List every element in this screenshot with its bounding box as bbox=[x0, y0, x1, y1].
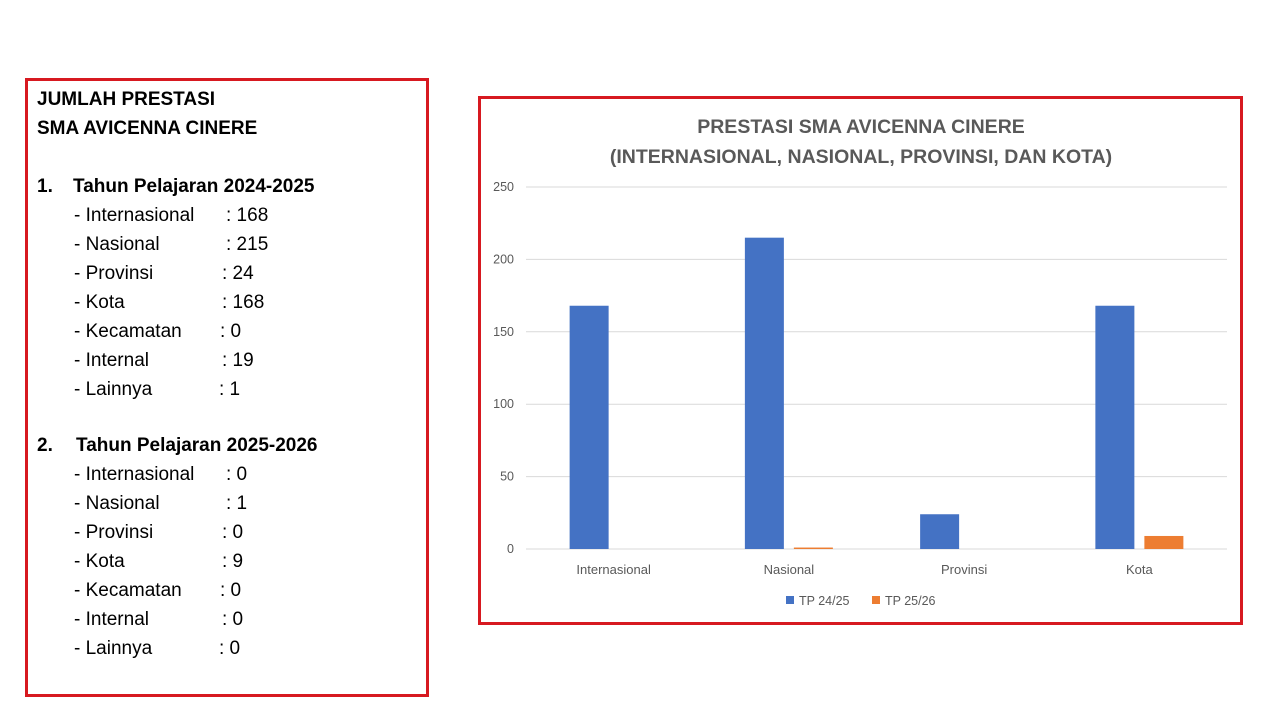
chart-panel: PRESTASI SMA AVICENNA CINERE (INTERNASION… bbox=[478, 96, 1243, 625]
summary-item-label: - Provinsi bbox=[74, 522, 154, 543]
legend-label: TP 25/26 bbox=[885, 594, 936, 608]
bar-chart: PRESTASI SMA AVICENNA CINERE (INTERNASION… bbox=[493, 116, 1227, 608]
summary-item-value: : 9 bbox=[222, 551, 244, 572]
bar-tp-25-26 bbox=[793, 547, 833, 549]
y-tick-label: 100 bbox=[493, 397, 514, 411]
summary-item-value: : 0 bbox=[222, 522, 244, 543]
bar-tp-24-25 bbox=[569, 305, 609, 549]
section-2-title: Tahun Pelajaran 2025-2026 bbox=[76, 435, 318, 456]
summary-item-label: - Kecamatan bbox=[74, 580, 182, 601]
summary-title-line1: JUMLAH PRESTASI bbox=[37, 89, 216, 110]
summary-item-label: - Kecamatan bbox=[74, 321, 182, 342]
summary-item-label: - Lainnya bbox=[74, 638, 153, 659]
y-tick-label: 200 bbox=[493, 252, 514, 266]
legend-swatch bbox=[786, 596, 794, 604]
summary-item-value: : 0 bbox=[219, 638, 241, 659]
summary-title-line2: SMA AVICENNA CINERE bbox=[37, 118, 258, 139]
summary-item-label: - Internal bbox=[74, 350, 149, 371]
summary-item-value: : 0 bbox=[220, 580, 242, 601]
x-category-label: Provinsi bbox=[941, 562, 987, 577]
chart-title-line: PRESTASI SMA AVICENNA CINERE bbox=[697, 116, 1025, 138]
x-category-label: Internasional bbox=[576, 562, 651, 577]
summary-item-value: : 168 bbox=[226, 205, 269, 226]
chart-title-line: (INTERNASIONAL, NASIONAL, PROVINSI, DAN … bbox=[610, 146, 1112, 168]
bar-tp-24-25 bbox=[744, 237, 784, 549]
y-tick-label: 150 bbox=[493, 325, 514, 339]
y-tick-label: 250 bbox=[493, 180, 514, 194]
section-2-number: 2. bbox=[37, 435, 53, 456]
summary-item-value: : 1 bbox=[226, 493, 248, 514]
summary-item-label: - Provinsi bbox=[74, 263, 154, 284]
bar-tp-24-25 bbox=[920, 514, 960, 549]
summary-item-value: : 0 bbox=[226, 464, 248, 485]
legend-swatch bbox=[872, 596, 880, 604]
summary-item-label: - Kota bbox=[74, 551, 125, 572]
summary-item-label: - Internal bbox=[74, 609, 149, 630]
summary-item-value: : 0 bbox=[222, 609, 244, 630]
summary-panel: JUMLAH PRESTASI SMA AVICENNA CINERE 1. T… bbox=[25, 78, 429, 697]
y-tick-label: 50 bbox=[500, 470, 514, 484]
summary-item-label: - Lainnya bbox=[74, 379, 153, 400]
summary-item-label: - Nasional bbox=[74, 234, 160, 255]
summary-item-value: : 1 bbox=[219, 379, 241, 400]
summary-item-value: : 19 bbox=[222, 350, 254, 371]
legend-label: TP 24/25 bbox=[799, 594, 850, 608]
summary-item-label: - Internasional bbox=[74, 464, 195, 485]
x-category-label: Nasional bbox=[764, 562, 815, 577]
summary-item-label: - Kota bbox=[74, 292, 125, 313]
summary-item-value: : 215 bbox=[226, 234, 269, 255]
bar-tp-25-26 bbox=[1144, 535, 1184, 549]
y-tick-label: 0 bbox=[507, 542, 514, 556]
summary-item-value: : 24 bbox=[222, 263, 254, 284]
summary-item-value: : 168 bbox=[222, 292, 265, 313]
section-1-title: Tahun Pelajaran 2024-2025 bbox=[73, 176, 315, 197]
summary-item-value: : 0 bbox=[220, 321, 242, 342]
summary-item-label: - Nasional bbox=[74, 493, 160, 514]
summary-item-label: - Internasional bbox=[74, 205, 195, 226]
bar-tp-24-25 bbox=[1095, 305, 1135, 549]
x-category-label: Kota bbox=[1126, 562, 1154, 577]
section-1-number: 1. bbox=[37, 176, 53, 197]
